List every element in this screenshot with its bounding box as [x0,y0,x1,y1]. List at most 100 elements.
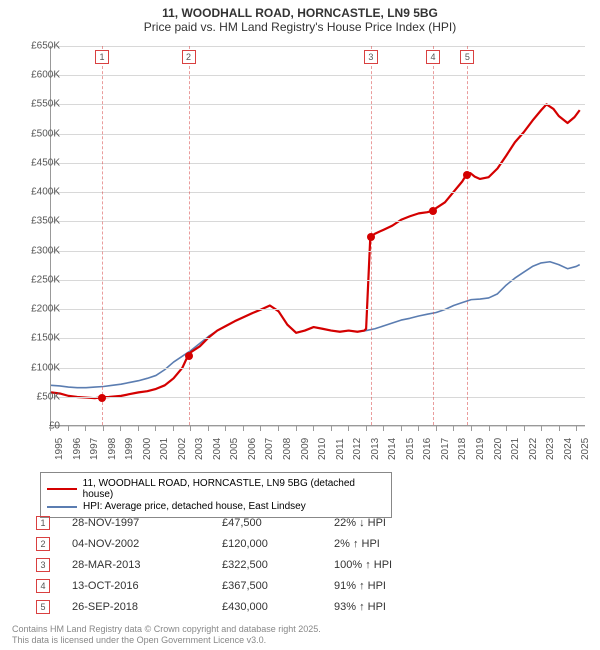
x-axis-label: 2004 [212,438,223,460]
x-axis-label: 2012 [352,438,363,460]
table-price: £322,500 [222,559,334,571]
gridline [51,134,585,135]
x-axis-label: 2014 [387,438,398,460]
x-axis-label: 2013 [370,438,381,460]
x-tick [50,426,51,431]
x-axis-label: 1999 [124,438,135,460]
table-row: 204-NOV-2002£120,0002% ↑ HPI [36,533,454,554]
x-tick [68,426,69,431]
x-axis-label: 2010 [317,438,328,460]
table-pct: 22% ↓ HPI [334,517,454,529]
x-tick [138,426,139,431]
x-tick [296,426,297,431]
y-axis-label: £500K [31,128,60,139]
gridline [51,221,585,222]
y-axis-label: £200K [31,304,60,315]
y-axis-label: £250K [31,274,60,285]
sale-marker-dot [367,233,375,241]
x-tick [208,426,209,431]
legend-item: HPI: Average price, detached house, East… [47,501,385,512]
x-tick [120,426,121,431]
x-tick [489,426,490,431]
x-axis-label: 1996 [72,438,83,460]
x-axis-label: 2002 [177,438,188,460]
y-axis-label: £550K [31,99,60,110]
x-tick [576,426,577,431]
table-pct: 100% ↑ HPI [334,559,454,571]
sale-marker-line [433,46,434,425]
table-marker: 1 [36,516,50,530]
x-axis-label: 1995 [54,438,65,460]
x-axis-label: 2024 [563,438,574,460]
gridline [51,280,585,281]
x-tick [436,426,437,431]
legend-item: 11, WOODHALL ROAD, HORNCASTLE, LN9 5BG (… [47,478,385,500]
sale-marker-dot [185,352,193,360]
table-marker: 4 [36,579,50,593]
legend-label: 11, WOODHALL ROAD, HORNCASTLE, LN9 5BG (… [83,478,385,500]
sale-marker-box: 5 [460,50,474,64]
x-axis-label: 2003 [194,438,205,460]
x-axis-label: 2001 [159,438,170,460]
table-date: 13-OCT-2016 [72,580,222,592]
table-date: 04-NOV-2002 [72,538,222,550]
table-price: £47,500 [222,517,334,529]
sale-marker-line [102,46,103,425]
gridline [51,251,585,252]
footer-line-1: Contains HM Land Registry data © Crown c… [12,624,321,635]
gridline [51,104,585,105]
gridline [51,309,585,310]
gridline [51,338,585,339]
x-tick [331,426,332,431]
gridline [51,46,585,47]
x-axis-label: 2011 [335,438,346,460]
x-tick [243,426,244,431]
x-axis-label: 2000 [142,438,153,460]
gridline [51,192,585,193]
x-tick [225,426,226,431]
x-axis-label: 2006 [247,438,258,460]
x-axis-label: 2022 [528,438,539,460]
sale-marker-dot [98,394,106,402]
footer-attribution: Contains HM Land Registry data © Crown c… [12,624,321,647]
footer-line-2: This data is licensed under the Open Gov… [12,635,321,646]
x-tick [313,426,314,431]
sale-marker-dot [463,171,471,179]
sale-marker-box: 2 [182,50,196,64]
gridline [51,426,585,427]
x-tick [155,426,156,431]
x-tick [366,426,367,431]
x-axis-label: 2018 [457,438,468,460]
y-axis-label: £350K [31,216,60,227]
sale-marker-box: 1 [95,50,109,64]
x-axis-label: 2023 [545,438,556,460]
sale-marker-box: 4 [426,50,440,64]
x-tick [383,426,384,431]
y-axis-label: £50K [37,391,60,402]
x-tick [559,426,560,431]
sale-marker-line [189,46,190,425]
table-row: 3 28-MAR-2013£322,500100% ↑ HPI [36,554,454,575]
x-tick [506,426,507,431]
sale-marker-box: 3 [364,50,378,64]
gridline [51,368,585,369]
x-tick [260,426,261,431]
table-pct: 93% ↑ HPI [334,601,454,613]
table-row: 526-SEP-2018£430,00093% ↑ HPI [36,596,454,617]
table-date: 28-MAR-2013 [72,559,222,571]
x-tick [541,426,542,431]
x-tick [278,426,279,431]
x-tick [348,426,349,431]
table-marker: 3 [36,558,50,572]
x-tick [103,426,104,431]
table-price: £367,500 [222,580,334,592]
x-axis-label: 2005 [229,438,240,460]
x-axis-label: 2009 [300,438,311,460]
x-axis-label: 1997 [89,438,100,460]
x-axis-label: 2020 [493,438,504,460]
x-axis-label: 1998 [107,438,118,460]
chart-title-area: 11, WOODHALL ROAD, HORNCASTLE, LN9 5BG P… [0,0,600,36]
table-price: £430,000 [222,601,334,613]
table-pct: 91% ↑ HPI [334,580,454,592]
x-tick [524,426,525,431]
